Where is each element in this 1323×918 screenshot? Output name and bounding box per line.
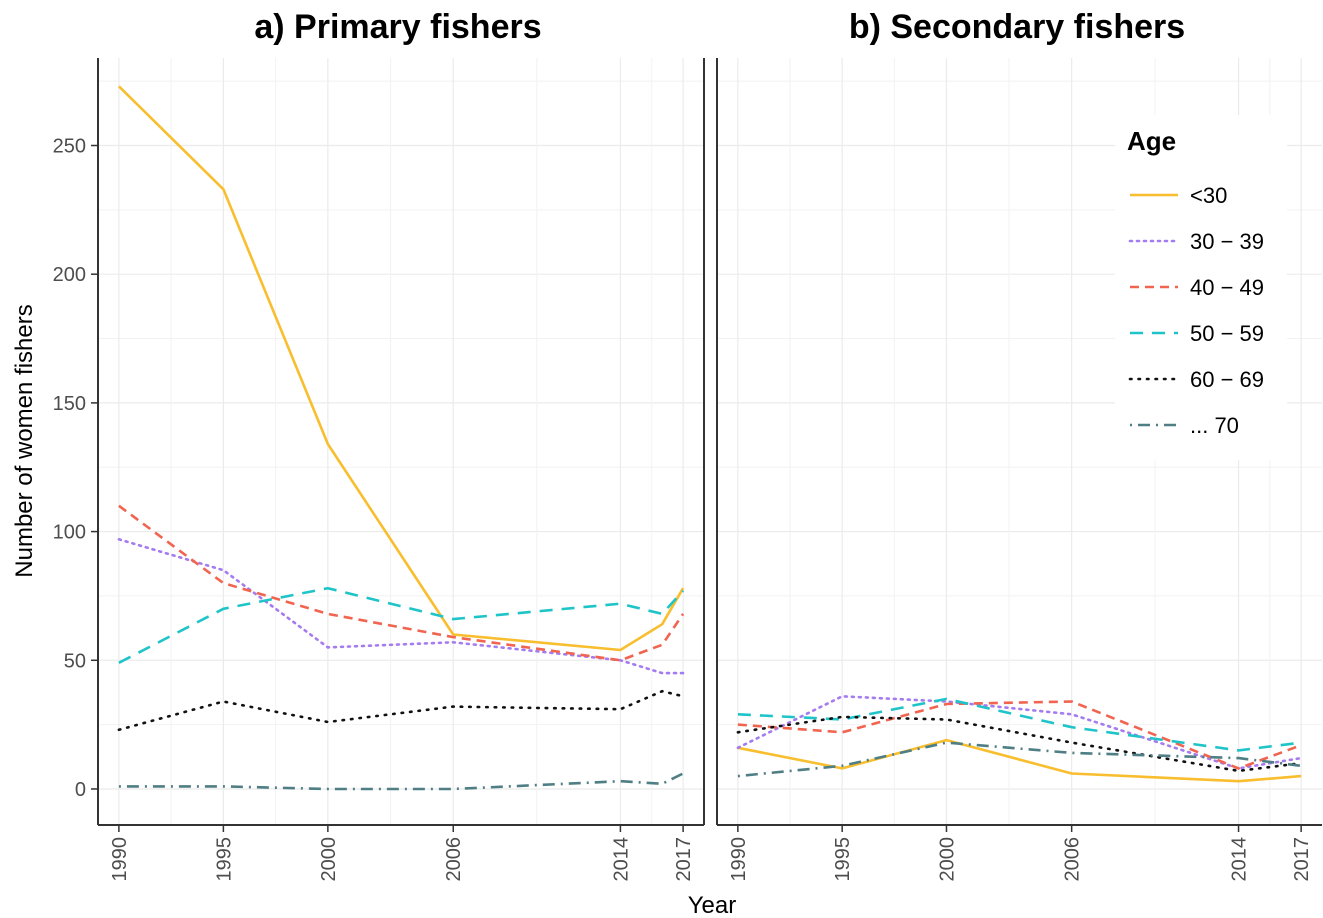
series-line-a-1 xyxy=(117,537,685,675)
series-line-b-2 xyxy=(737,700,1302,770)
x-tick-label: 1990 xyxy=(109,837,131,882)
x-tick-label: 1990 xyxy=(728,837,750,882)
x-axis-title: Year xyxy=(688,892,737,918)
y-tick-label: 0 xyxy=(75,779,86,801)
y-axis-title: Number of women fishers xyxy=(11,304,38,577)
legend-entries: <30 30 − 39 40 − 49 50 − 59 60 − 69 ... 70 xyxy=(1128,183,1264,438)
x-tick-label: 2017 xyxy=(1291,837,1313,882)
x-tick-label: 2014 xyxy=(610,837,632,882)
x-tick-label: 2000 xyxy=(936,837,958,882)
panel-b-x-ticks: 1990 1995 2000 2006 2014 2017 xyxy=(728,825,1313,882)
y-tick-label: 200 xyxy=(53,264,86,286)
x-tick-label: 2014 xyxy=(1229,837,1251,882)
y-axis-ticks: 0 50 100 150 200 250 xyxy=(53,136,98,801)
panel-b-title: b) Secondary fishers xyxy=(849,8,1185,46)
panel-a-title: a) Primary fishers xyxy=(254,8,541,46)
y-tick-label: 150 xyxy=(53,393,86,415)
series-line-b-5 xyxy=(737,741,1302,778)
x-tick-label: 2006 xyxy=(1062,837,1084,882)
series-line-a-3 xyxy=(118,586,685,664)
legend-label-3: 50 − 59 xyxy=(1190,321,1264,346)
x-tick-label: 1995 xyxy=(832,837,854,882)
series-line-a-0 xyxy=(117,85,685,652)
series-line-b-0 xyxy=(737,738,1302,783)
legend-label-0: <30 xyxy=(1190,183,1227,208)
panel-b-series xyxy=(736,694,1303,783)
y-tick-label: 50 xyxy=(64,650,86,672)
x-tick-label: 2006 xyxy=(443,837,465,882)
panel-a-series xyxy=(117,85,685,791)
legend-label-5: ... 70 xyxy=(1190,413,1239,438)
series-line-a-4 xyxy=(117,689,685,732)
series-line-b-4 xyxy=(736,715,1303,773)
panel-a-x-ticks: 1990 1995 2000 2006 2014 2017 xyxy=(109,825,695,882)
series-line-a-2 xyxy=(118,504,685,662)
y-tick-label: 250 xyxy=(53,136,86,158)
legend-title: Age xyxy=(1127,126,1176,156)
legend-label-2: 40 − 49 xyxy=(1190,275,1264,300)
legend: Age <30 30 − 39 40 − 49 50 − 59 60 − 69 ... 7… xyxy=(1115,115,1287,460)
panel-a-grid xyxy=(98,58,704,825)
legend-background xyxy=(1115,115,1287,460)
series-line-b-3 xyxy=(737,697,1302,752)
legend-label-1: 30 − 39 xyxy=(1190,229,1264,254)
panel-secondary-fishers: b) Secondary fishers 1990 1995 2000 2006 201… xyxy=(716,8,1322,882)
x-tick-label: 1995 xyxy=(213,837,235,882)
y-tick-label: 100 xyxy=(53,522,86,544)
x-tick-label: 2017 xyxy=(673,837,695,882)
series-line-b-1 xyxy=(736,694,1303,770)
series-line-a-5 xyxy=(118,772,684,791)
legend-label-4: 60 − 69 xyxy=(1190,367,1264,392)
x-tick-label: 2000 xyxy=(318,837,340,882)
